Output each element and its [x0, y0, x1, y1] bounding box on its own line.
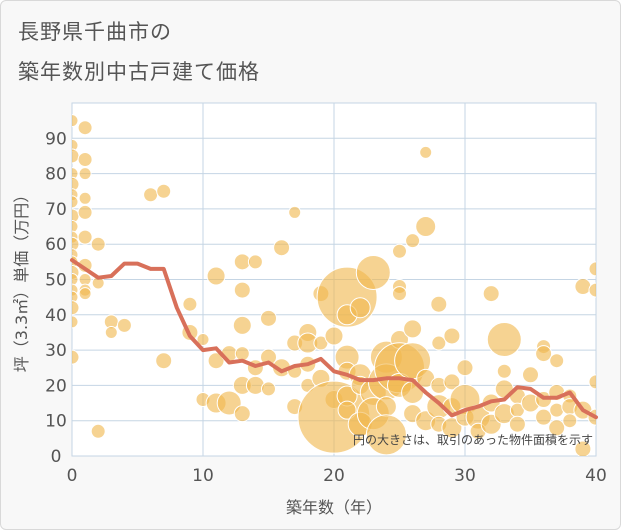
y-tick-label: 30	[45, 341, 67, 361]
y-tick-label: 90	[45, 129, 67, 149]
x-tick-label: 20	[323, 466, 345, 486]
bubble-point	[116, 317, 132, 333]
bubble-point	[260, 348, 277, 366]
bubble-point	[443, 373, 461, 391]
bubble-point	[232, 315, 252, 335]
bubble-point	[182, 296, 198, 312]
bubble-point	[143, 187, 159, 203]
bubble-point	[443, 327, 461, 345]
bubble-point	[72, 176, 80, 192]
bubble-point	[486, 322, 522, 358]
bubble-point	[588, 261, 596, 277]
y-tick-label: 70	[45, 200, 67, 220]
bubble-point	[548, 419, 566, 437]
bubble-point	[77, 151, 93, 167]
bubble-point	[72, 138, 79, 152]
chart-title-line1: 長野県千曲市の	[18, 20, 172, 44]
bubble-point	[72, 349, 80, 365]
x-axis-ticks: 0 10 20 30 40	[67, 466, 607, 486]
y-tick-label: 0	[51, 447, 62, 467]
bubble-point	[78, 167, 92, 181]
bubble-point	[496, 363, 512, 379]
bubble-point	[392, 286, 407, 302]
bubble-point	[456, 359, 474, 377]
bubble-point	[403, 319, 423, 339]
average-price-line	[70, 258, 598, 420]
bubble-size-note: 円の大きさは、取引のあった物件面積を示す	[353, 432, 593, 447]
bubble-point	[233, 281, 251, 299]
x-tick-label: 10	[192, 466, 214, 486]
bubble-point	[419, 145, 433, 159]
bubble-point	[349, 297, 371, 319]
bubble-point	[72, 114, 79, 128]
chart-title-line2: 築年数別中古戸建て価格	[18, 60, 260, 84]
bubble-point	[441, 417, 463, 439]
bubble-point	[535, 345, 553, 363]
bubble-point	[261, 381, 276, 397]
bubble-point	[273, 239, 291, 257]
y-tick-label: 80	[45, 165, 67, 185]
bubble-point	[78, 191, 92, 205]
y-tick-label: 60	[45, 235, 67, 255]
bubble-point	[233, 405, 251, 423]
y-tick-label: 20	[45, 376, 67, 396]
bubble-point	[72, 273, 79, 286]
bubble-point	[90, 236, 106, 252]
bubble-point	[77, 120, 93, 136]
y-tick-label: 40	[45, 306, 67, 326]
bubble-point	[392, 243, 407, 259]
bubble-point	[365, 414, 407, 456]
x-tick-label: 0	[67, 466, 78, 486]
bubble-point	[562, 413, 578, 429]
y-tick-label: 50	[45, 271, 67, 291]
x-tick-label: 30	[454, 466, 476, 486]
bubble-point	[72, 236, 80, 252]
bubble-point	[77, 229, 93, 245]
bubble-point	[405, 233, 421, 249]
bubble-point	[260, 309, 277, 327]
bubble-point	[430, 295, 448, 313]
y-axis-ticks: 0 10 20 30 40 50 60 70 80 90	[45, 129, 67, 467]
bubble-point	[234, 346, 250, 362]
y-axis-title: 坪（3.3㎡）単価（万円）	[12, 187, 31, 372]
bubble-point	[482, 285, 500, 303]
y-tick-label: 10	[45, 412, 67, 432]
bubble-point	[535, 408, 553, 426]
bubble-point	[72, 195, 79, 209]
bubble-point	[508, 415, 526, 433]
bubble-point	[77, 204, 93, 220]
bubble-point	[72, 315, 79, 329]
bubble-point	[288, 205, 302, 219]
bubble-point	[104, 325, 118, 339]
bubble-point	[522, 366, 539, 384]
bubble-point	[588, 374, 596, 390]
bubble-point	[155, 352, 173, 370]
bubble-point	[72, 148, 80, 164]
bubble-point	[355, 254, 391, 290]
bubble-point	[574, 440, 592, 456]
bubble-point	[588, 282, 596, 298]
bubble-point	[207, 352, 225, 370]
bubble-point	[196, 333, 210, 347]
bubble-point	[72, 167, 79, 181]
bubble-point	[549, 353, 565, 369]
bubble-point	[72, 290, 79, 304]
bubble-point	[72, 300, 80, 316]
bubble-point	[90, 423, 106, 439]
bubble-point	[375, 396, 397, 418]
bubble-point	[415, 216, 437, 238]
bubble-point	[156, 183, 172, 199]
bubble-point	[206, 266, 226, 286]
bubble-point	[78, 287, 92, 301]
x-axis-title: 築年数（年）	[286, 498, 382, 517]
x-tick-label: 40	[585, 466, 607, 486]
bubble-point	[72, 220, 79, 234]
bubble-point	[431, 335, 447, 351]
bubble-point	[337, 400, 357, 420]
bubble-point	[324, 326, 344, 346]
bubble-point	[247, 254, 263, 270]
bubble-point	[574, 278, 592, 296]
